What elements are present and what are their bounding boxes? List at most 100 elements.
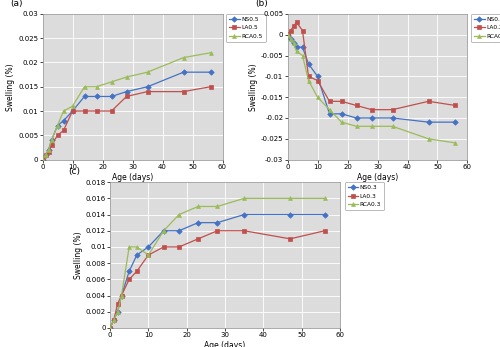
RCA0.2: [390, 124, 396, 128]
NS0.5: [208, 70, 214, 74]
RCA0.2: [368, 124, 374, 128]
LA0.5: [108, 109, 114, 113]
LA0.2: [294, 20, 300, 24]
NS0.5: [94, 94, 100, 99]
NS0.3: [146, 245, 152, 249]
RCA0.5: [40, 158, 46, 162]
NS0.3: [114, 310, 120, 314]
Legend: NS0.2, LA0.2, RCA0.2: NS0.2, LA0.2, RCA0.2: [471, 14, 500, 42]
NS0.3: [111, 318, 117, 322]
NS0.2: [368, 116, 374, 120]
RCA0.3: [114, 310, 120, 314]
RCA0.3: [146, 253, 152, 257]
NS0.3: [126, 269, 132, 273]
NS0.3: [107, 326, 113, 330]
NS0.2: [294, 45, 300, 49]
RCA0.2: [288, 37, 294, 41]
RCA0.3: [160, 229, 166, 233]
RCA0.3: [134, 245, 140, 249]
LA0.2: [390, 108, 396, 112]
NS0.2: [426, 120, 432, 124]
NS0.2: [338, 112, 344, 116]
Y-axis label: Swelling (%): Swelling (%): [6, 63, 16, 111]
NS0.5: [124, 90, 130, 94]
RCA0.3: [287, 196, 293, 201]
NS0.5: [70, 109, 75, 113]
RCA0.2: [426, 137, 432, 141]
X-axis label: Age (days): Age (days): [112, 172, 153, 181]
RCA0.3: [118, 294, 124, 298]
LA0.5: [48, 143, 54, 147]
Line: NS0.2: NS0.2: [286, 33, 458, 124]
Line: RCA0.2: RCA0.2: [286, 33, 458, 145]
LA0.2: [314, 78, 320, 83]
LA0.3: [322, 229, 328, 233]
Line: LA0.2: LA0.2: [286, 20, 458, 112]
LA0.3: [114, 302, 120, 306]
RCA0.2: [452, 141, 458, 145]
RCA0.5: [54, 124, 60, 128]
RCA0.3: [195, 204, 201, 209]
LA0.2: [288, 28, 294, 33]
RCA0.5: [70, 104, 75, 108]
LA0.5: [144, 90, 150, 94]
RCA0.3: [107, 326, 113, 330]
RCA0.5: [42, 153, 48, 157]
NS0.2: [390, 116, 396, 120]
LA0.3: [126, 277, 132, 281]
Y-axis label: Swelling (%): Swelling (%): [249, 63, 258, 111]
NS0.3: [118, 294, 124, 298]
RCA0.3: [322, 196, 328, 201]
X-axis label: Age (days): Age (days): [357, 172, 398, 181]
LA0.3: [118, 294, 124, 298]
LA0.3: [176, 245, 182, 249]
NS0.5: [180, 70, 186, 74]
NS0.5: [60, 119, 66, 123]
NS0.3: [134, 253, 140, 257]
RCA0.5: [46, 148, 52, 152]
RCA0.5: [208, 51, 214, 55]
NS0.2: [288, 37, 294, 41]
LA0.5: [208, 85, 214, 89]
LA0.5: [60, 128, 66, 133]
NS0.3: [287, 212, 293, 217]
LA0.3: [134, 269, 140, 273]
NS0.3: [322, 212, 328, 217]
LA0.5: [40, 158, 46, 162]
RCA0.5: [60, 109, 66, 113]
NS0.2: [314, 74, 320, 78]
NS0.3: [176, 229, 182, 233]
NS0.2: [284, 33, 290, 37]
NS0.2: [326, 112, 332, 116]
Line: LA0.3: LA0.3: [108, 229, 326, 330]
RCA0.3: [214, 204, 220, 209]
NS0.3: [160, 229, 166, 233]
NS0.3: [214, 221, 220, 225]
NS0.3: [241, 212, 247, 217]
RCA0.3: [176, 212, 182, 217]
RCA0.5: [48, 138, 54, 142]
Line: NS0.3: NS0.3: [108, 213, 326, 330]
LA0.3: [287, 237, 293, 241]
Line: LA0.5: LA0.5: [40, 85, 212, 162]
LA0.5: [46, 150, 52, 154]
LA0.2: [338, 99, 344, 103]
RCA0.5: [82, 85, 87, 89]
Text: (b): (b): [255, 0, 268, 8]
LA0.2: [354, 103, 360, 108]
LA0.2: [306, 74, 312, 78]
NS0.5: [82, 94, 87, 99]
LA0.3: [111, 318, 117, 322]
Text: (c): (c): [68, 167, 80, 176]
LA0.5: [82, 109, 87, 113]
RCA0.3: [241, 196, 247, 201]
NS0.2: [452, 120, 458, 124]
NS0.5: [54, 124, 60, 128]
RCA0.3: [111, 318, 117, 322]
Text: (a): (a): [10, 0, 22, 8]
LA0.5: [94, 109, 100, 113]
LA0.2: [300, 28, 306, 33]
NS0.5: [144, 85, 150, 89]
LA0.3: [146, 253, 152, 257]
LA0.3: [160, 245, 166, 249]
